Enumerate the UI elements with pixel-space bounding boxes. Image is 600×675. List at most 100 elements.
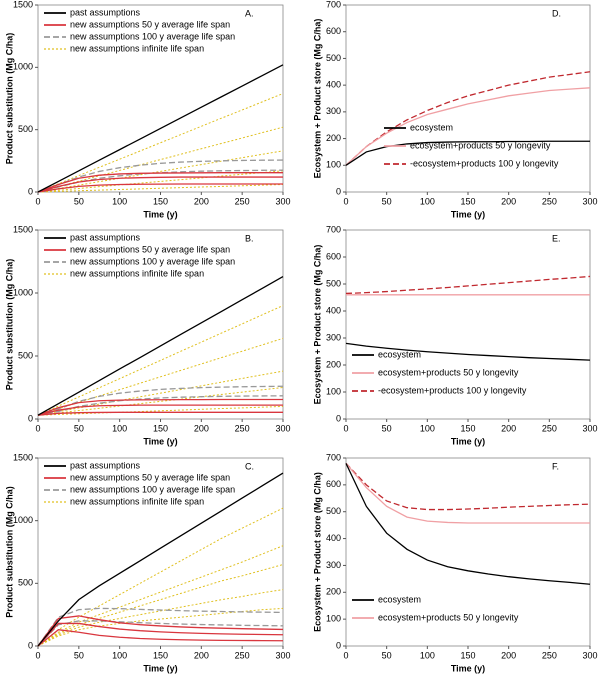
x-tick-label: 250 bbox=[235, 196, 250, 206]
data-line bbox=[37, 276, 284, 416]
legend-label: new assumptions 50 y average life span bbox=[70, 19, 230, 29]
y-axis-label: Product substitution (Mg C/ha) bbox=[4, 33, 14, 164]
y-tick-label: 600 bbox=[326, 479, 341, 489]
x-tick-label: 50 bbox=[382, 650, 392, 660]
x-axis-label: Time (y) bbox=[143, 663, 177, 673]
data-line bbox=[37, 170, 284, 193]
y-tick-label: 700 bbox=[326, 452, 341, 462]
legend-label: ecosystem+products 50 y longevity bbox=[410, 140, 551, 150]
data-line bbox=[37, 64, 284, 193]
legend-label: new assumptions infinite life span bbox=[70, 496, 204, 506]
data-line bbox=[37, 607, 284, 647]
data-line bbox=[345, 71, 591, 166]
data-line bbox=[37, 305, 284, 416]
x-tick-label: 250 bbox=[542, 196, 557, 206]
data-line bbox=[37, 472, 284, 647]
data-line bbox=[37, 159, 284, 193]
legend-label: new assumptions 50 y average life span bbox=[70, 472, 230, 482]
x-tick-label: 50 bbox=[74, 423, 84, 433]
x-tick-label: 250 bbox=[542, 423, 557, 433]
panel-label: E. bbox=[552, 233, 561, 243]
panel-label: F. bbox=[552, 461, 559, 471]
data-line bbox=[37, 405, 284, 416]
x-tick-label: 150 bbox=[460, 196, 475, 206]
x-tick-label: 200 bbox=[501, 423, 516, 433]
panel-label: B. bbox=[245, 233, 254, 243]
y-tick-label: 100 bbox=[326, 386, 341, 396]
data-line bbox=[345, 342, 591, 361]
legend-label: past assumptions bbox=[70, 232, 141, 242]
x-tick-label: 200 bbox=[194, 650, 209, 660]
x-tick-label: 0 bbox=[343, 650, 348, 660]
x-tick-label: 300 bbox=[275, 650, 290, 660]
y-axis-label: Ecosystem + Product store (Mg C/ha) bbox=[312, 472, 322, 632]
x-tick-label: 250 bbox=[542, 650, 557, 660]
x-tick-label: 300 bbox=[275, 196, 290, 206]
x-axis-label: Time (y) bbox=[451, 436, 485, 446]
legend-label: ecosystem bbox=[378, 349, 421, 359]
legend-label: past assumptions bbox=[70, 460, 141, 470]
x-tick-label: 50 bbox=[74, 650, 84, 660]
x-tick-label: 100 bbox=[420, 650, 435, 660]
data-line bbox=[37, 629, 284, 647]
legend-label: new assumptions 100 y average life span bbox=[70, 256, 235, 266]
x-tick-label: 50 bbox=[382, 423, 392, 433]
y-tick-label: 300 bbox=[326, 106, 341, 116]
y-tick-label: 500 bbox=[18, 124, 33, 134]
data-line bbox=[37, 183, 283, 193]
y-tick-label: 200 bbox=[326, 133, 341, 143]
y-tick-label: 1500 bbox=[13, 452, 33, 462]
legend-label: -ecosystem+products 100 y longevity bbox=[410, 158, 559, 168]
legend-label: new assumptions infinite life span bbox=[70, 268, 204, 278]
legend-label: ecosystem+products 50 y longevity bbox=[378, 612, 519, 622]
data-line bbox=[37, 337, 284, 416]
x-tick-label: 200 bbox=[194, 196, 209, 206]
x-tick-label: 50 bbox=[382, 196, 392, 206]
y-tick-label: 300 bbox=[326, 332, 341, 342]
data-line bbox=[345, 275, 591, 295]
x-tick-label: 150 bbox=[153, 423, 168, 433]
data-line bbox=[345, 462, 591, 511]
x-tick-label: 0 bbox=[35, 650, 40, 660]
data-line bbox=[37, 93, 284, 193]
y-axis-label: Product substitution (Mg C/ha) bbox=[4, 486, 14, 617]
x-tick-label: 250 bbox=[235, 650, 250, 660]
x-tick-label: 150 bbox=[153, 650, 168, 660]
x-tick-label: 200 bbox=[501, 196, 516, 206]
data-line bbox=[37, 184, 284, 193]
data-line bbox=[37, 411, 283, 416]
y-tick-label: 400 bbox=[326, 305, 341, 315]
legend-label: ecosystem+products 50 y longevity bbox=[378, 367, 519, 377]
x-axis-label: Time (y) bbox=[451, 209, 485, 219]
legend-label: ecosystem bbox=[378, 594, 421, 604]
data-line bbox=[37, 370, 284, 416]
legend-label: new assumptions 100 y average life span bbox=[70, 31, 235, 41]
y-tick-label: 1000 bbox=[13, 515, 33, 525]
legend-label: new assumptions 100 y average life span bbox=[70, 484, 235, 494]
x-tick-label: 50 bbox=[74, 196, 84, 206]
y-tick-label: 1500 bbox=[13, 0, 33, 9]
x-axis-label: Time (y) bbox=[143, 436, 177, 446]
y-tick-label: 100 bbox=[326, 160, 341, 170]
data-line bbox=[37, 150, 284, 193]
y-tick-label: 500 bbox=[326, 506, 341, 516]
y-tick-label: 0 bbox=[28, 640, 33, 650]
panel-label: C. bbox=[245, 461, 254, 471]
y-axis-label: Ecosystem + Product store (Mg C/ha) bbox=[312, 245, 322, 405]
y-tick-label: 500 bbox=[326, 53, 341, 63]
x-tick-label: 100 bbox=[112, 196, 127, 206]
data-line bbox=[37, 387, 284, 416]
x-tick-label: 150 bbox=[460, 650, 475, 660]
x-tick-label: 200 bbox=[194, 423, 209, 433]
x-tick-label: 100 bbox=[112, 423, 127, 433]
x-tick-label: 200 bbox=[501, 650, 516, 660]
x-tick-label: 300 bbox=[275, 423, 290, 433]
data-line bbox=[37, 589, 284, 647]
x-axis-label: Time (y) bbox=[451, 663, 485, 673]
y-tick-label: 1500 bbox=[13, 224, 33, 234]
y-tick-label: 300 bbox=[326, 560, 341, 570]
data-line bbox=[37, 385, 284, 416]
x-tick-label: 100 bbox=[420, 423, 435, 433]
x-tick-label: 300 bbox=[582, 423, 597, 433]
